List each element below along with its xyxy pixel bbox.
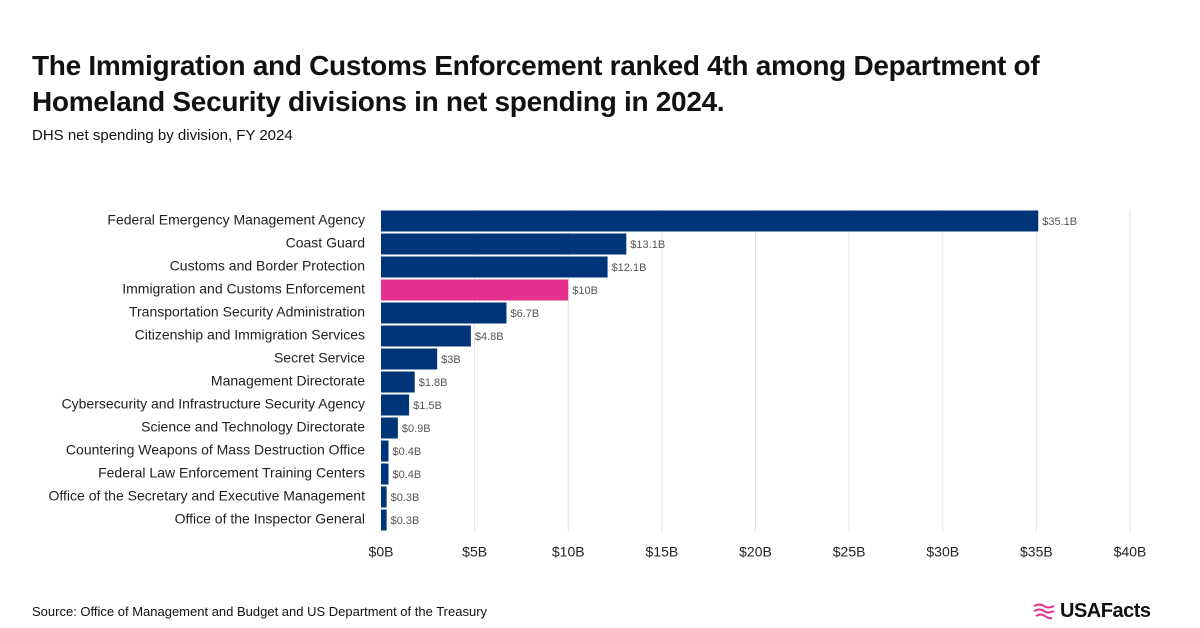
x-tick-label: $40B [1114, 544, 1147, 560]
bar [381, 371, 415, 393]
bar [381, 417, 398, 439]
bar [381, 302, 507, 324]
x-tick-label: $25B [833, 544, 866, 560]
y-tick-label: Office of the Inspector General [175, 511, 365, 527]
chart-subtitle: DHS net spending by division, FY 2024 [32, 127, 293, 144]
value-label: $1.5B [413, 400, 442, 412]
bar [381, 325, 471, 347]
chart-title: The Immigration and Customs Enforcement … [32, 50, 1040, 117]
x-tick-label: $15B [646, 544, 679, 560]
value-label: $0.4B [392, 469, 421, 481]
y-tick-label: Coast Guard [286, 235, 365, 251]
bar [381, 279, 569, 301]
value-label: $3B [441, 354, 461, 366]
value-label: $0.3B [391, 492, 420, 504]
x-tick-label: $5B [462, 544, 487, 560]
value-label: $6.7B [510, 308, 539, 320]
y-tick-label: Secret Service [274, 350, 365, 366]
y-tick-label: Transportation Security Administration [129, 304, 365, 320]
logo: USAFacts [1032, 600, 1151, 623]
value-label: $0.3B [391, 515, 420, 527]
value-label: $0.9B [402, 423, 431, 435]
x-tick-label: $0B [369, 544, 394, 560]
bar [381, 256, 608, 278]
y-tick-label: Management Directorate [211, 373, 365, 389]
y-tick-label: Federal Emergency Management Agency [107, 212, 365, 228]
bar [381, 486, 387, 508]
bar [381, 463, 389, 485]
y-tick-label: Cybersecurity and Infrastructure Securit… [62, 396, 365, 412]
bar [381, 394, 410, 416]
bar [381, 210, 1039, 232]
y-tick-label: Science and Technology Directorate [141, 419, 365, 435]
y-tick-label: Citizenship and Immigration Services [135, 327, 365, 343]
value-label: $1.8B [419, 377, 448, 389]
bar [381, 348, 438, 370]
y-tick-label: Office of the Secretary and Executive Ma… [49, 488, 366, 504]
x-tick-label: $30B [926, 544, 959, 560]
x-tick-label: $10B [552, 544, 585, 560]
bar [381, 509, 387, 531]
bar [381, 233, 627, 255]
value-label: $35.1B [1042, 216, 1077, 228]
value-label: $10B [572, 285, 598, 297]
y-tick-label: Federal Law Enforcement Training Centers [98, 465, 365, 481]
y-tick-label: Customs and Border Protection [170, 258, 365, 274]
value-label: $12.1B [612, 262, 647, 274]
brand: USAFacts [1060, 600, 1151, 622]
y-tick-label: Countering Weapons of Mass Destruction O… [66, 442, 365, 458]
value-label: $4.8B [475, 331, 504, 343]
logo-icon [1033, 603, 1055, 619]
source-note: Source: Office of Management and Budget … [32, 604, 488, 619]
x-tick-label: $20B [739, 544, 772, 560]
bar [381, 440, 389, 462]
value-label: $0.4B [392, 446, 421, 458]
y-tick-label: Immigration and Customs Enforcement [122, 281, 365, 297]
value-label: $13.1B [630, 239, 665, 251]
x-tick-label: $35B [1020, 544, 1053, 560]
